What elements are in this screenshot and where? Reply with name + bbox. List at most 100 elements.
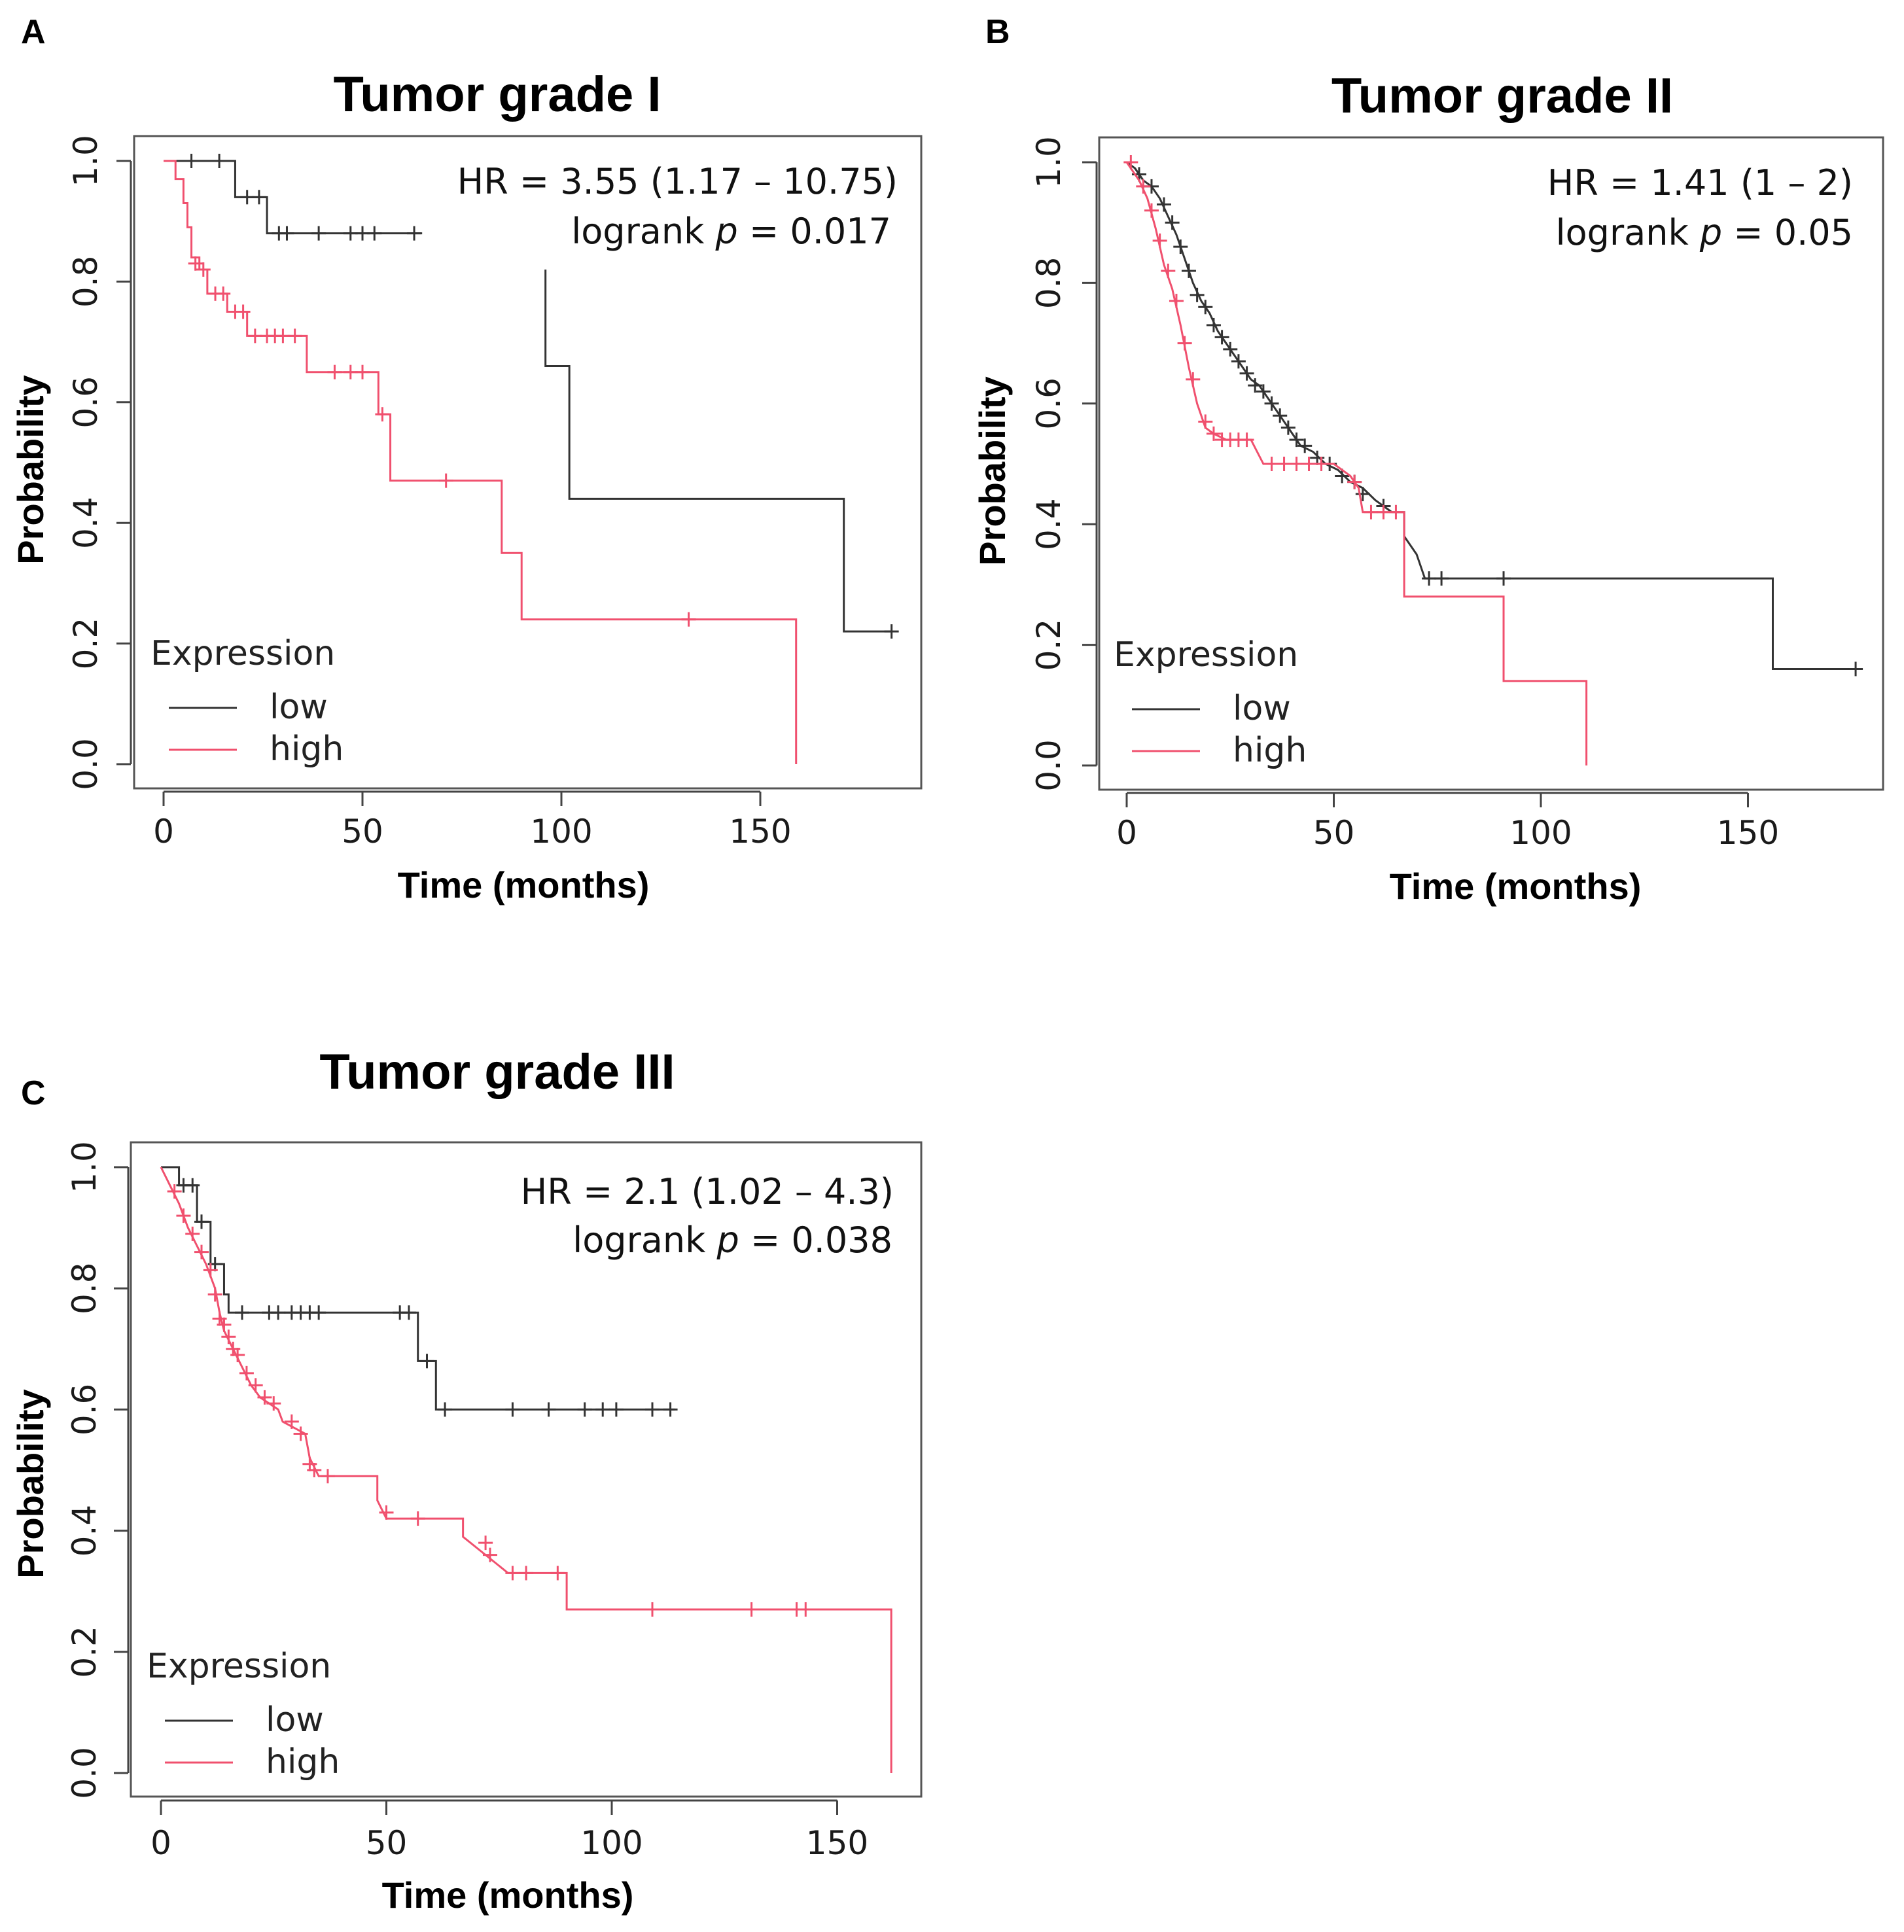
- panel-c-high-censor-mark: [798, 1602, 813, 1617]
- panel-c-high-censor-mark: [284, 1414, 299, 1429]
- panel-a-y-tick-label: 0.2: [67, 618, 105, 670]
- panel-a-x-tick-label: 150: [729, 813, 791, 851]
- panel-a-high-censor-mark: [188, 256, 203, 271]
- panel-c-high-censor-mark: [320, 1469, 335, 1484]
- panel-c-y-axis-title: Probability: [10, 1389, 51, 1578]
- panel-b-low-censor-mark: [1156, 197, 1171, 212]
- panel-a-high-censor-mark: [216, 286, 231, 301]
- panel-a-x-tick-label: 0: [153, 813, 174, 851]
- panel-c-high-censor-mark: [307, 1463, 322, 1477]
- panel-c-high-censor-mark: [478, 1536, 493, 1551]
- panel-b-y-tick-label: 0.4: [1030, 498, 1068, 550]
- panel-a-p-value: = 0.017: [738, 211, 891, 252]
- panel-b-high-censor-mark: [1314, 457, 1329, 471]
- panel-b-high-censor-mark: [1277, 457, 1292, 471]
- panel-a-high-censor-mark: [355, 364, 370, 379]
- panel-a-low-censor-mark: [251, 190, 266, 205]
- panel-b-x-tick-label: 50: [1313, 814, 1355, 852]
- panel-b-y-axis-title: Probability: [972, 376, 1013, 565]
- panel-a-x-tick-label: 50: [342, 813, 383, 851]
- panel-label-b: B: [985, 13, 1010, 51]
- panel-c-x-tick-label: 100: [580, 1824, 643, 1862]
- panel-c-high-censor-mark: [207, 1287, 222, 1302]
- panel-b-legend-title: Expression: [1114, 635, 1298, 675]
- panel-a-low-survival-curve: [164, 160, 423, 235]
- panel-c-x-axis-title: Time (months): [382, 1874, 634, 1916]
- panel-c-p-symbol: p: [716, 1220, 739, 1261]
- panel-c-high-censor-mark: [239, 1365, 254, 1380]
- panel-c-legend-low-label: low: [266, 1700, 324, 1740]
- panel-c-high-censor-mark: [379, 1505, 394, 1520]
- panel-a-plot-frame: [133, 135, 923, 790]
- panel-c-plot-frame: [130, 1141, 923, 1798]
- panel-b-high-censor-mark: [1186, 372, 1201, 387]
- panel-c-high-censor-mark: [645, 1602, 660, 1617]
- panel-a-low-censor-mark: [184, 154, 199, 168]
- panel-c-x-tick-label: 50: [366, 1824, 408, 1862]
- panel-b-low-censor-mark: [1335, 468, 1350, 483]
- panel-c-y-tick-label: 0.8: [65, 1262, 103, 1314]
- panel-c-high-censor-mark: [410, 1511, 425, 1526]
- panel-b-p-value: = 0.05: [1722, 212, 1853, 253]
- panel-b-high-censor-mark: [1364, 504, 1379, 519]
- panel-b-x-axis: 0 50 100 150: [1116, 792, 1779, 852]
- panel-c-y-axis: 0.0 0.2 0.4 0.6 0.8 1.0: [65, 1141, 130, 1799]
- panel-a-low-survival-curve: [544, 269, 892, 633]
- panel-c-high-censor-mark: [217, 1317, 232, 1332]
- panel-c-low-censor-mark: [185, 1178, 200, 1193]
- panel-b-low-censor-mark: [1848, 661, 1863, 676]
- panel-b-low-censor-mark: [1297, 438, 1313, 453]
- panel-c-low-censor-mark: [271, 1305, 286, 1320]
- panel-b-logrank-prefix: logrank: [1556, 212, 1700, 253]
- panel-b-x-tick-label: 0: [1116, 814, 1137, 852]
- panel-a-high-survival-curve: [164, 160, 798, 764]
- panel-label-a: A: [21, 13, 46, 51]
- panel-a-high-censor-mark: [287, 328, 302, 343]
- panel-b-y-tick-label: 0.8: [1030, 257, 1068, 309]
- panel-a-low-censor-mark: [279, 226, 294, 241]
- panel-a-high-censor-mark: [196, 262, 211, 277]
- panel-b-legend-low-label: low: [1233, 689, 1291, 728]
- panel-c-logrank-prefix: logrank: [573, 1220, 716, 1261]
- panel-b-high-censor-mark: [1239, 432, 1254, 448]
- panel-b-low-censor-mark: [1280, 420, 1296, 435]
- panel-a-logrank-text: logrank p = 0.017: [571, 211, 891, 252]
- panel-b-y-tick-label: 0.6: [1030, 378, 1068, 430]
- panel-b-low-censor-mark: [1434, 571, 1449, 586]
- panel-a-low-censor-mark: [311, 226, 326, 241]
- panel-b-high-censor-mark: [1169, 294, 1184, 309]
- panel-a-y-axis-title: Probability: [10, 375, 51, 564]
- panel-b-logrank-text: logrank p = 0.05: [1556, 212, 1853, 253]
- panel-b-legend-high-label: high: [1233, 731, 1307, 770]
- panel-a-low-censor-mark: [884, 624, 899, 639]
- panel-c-high-censor-mark: [505, 1566, 520, 1581]
- panel-b-low-censor-mark: [1190, 287, 1205, 302]
- panel-c-y-tick-label: 0.4: [65, 1505, 103, 1557]
- panel-c-high-censor-mark: [185, 1226, 200, 1241]
- panel-c-low-censor-mark: [401, 1305, 416, 1320]
- panel-b-low-censor-mark: [1422, 571, 1437, 586]
- panel-c-high-censor-mark: [167, 1184, 182, 1199]
- panel-c-low-censor-mark: [595, 1402, 610, 1417]
- panel-a-y-axis: 0.0 0.2 0.4 0.6 0.8 1.0: [67, 135, 132, 790]
- panel-c-high-censor-mark: [203, 1263, 218, 1278]
- panel-b-low-censor-mark: [1173, 239, 1188, 255]
- panel-c-low-censor-mark: [419, 1354, 434, 1369]
- panel-a-hr-text: HR = 3.55 (1.17 – 10.75): [457, 161, 898, 202]
- panel-b-high-censor-mark: [1152, 233, 1167, 248]
- panel-c-high-censor-mark: [230, 1348, 245, 1363]
- panel-a-legend-low-label: low: [270, 688, 328, 727]
- panel-b-high-censor-mark: [1144, 203, 1159, 218]
- panel-c-high-censor-mark: [266, 1396, 281, 1411]
- panel-c-y-tick-label: 0.2: [65, 1626, 103, 1678]
- panel-b-high-censor-mark: [1161, 263, 1176, 278]
- panel-a-high-censor-mark: [327, 364, 342, 379]
- panel-c-legend: Expression low high: [147, 1647, 340, 1782]
- panel-b-low-censor-mark: [1264, 396, 1279, 411]
- panel-a-high-censor-mark: [375, 407, 390, 422]
- panel-b-plot-frame: [1098, 136, 1884, 791]
- panel-c-legend-title: Expression: [147, 1647, 331, 1686]
- panel-b-low-censor-mark: [1231, 354, 1246, 369]
- panel-b-low-censor-mark: [1256, 384, 1271, 399]
